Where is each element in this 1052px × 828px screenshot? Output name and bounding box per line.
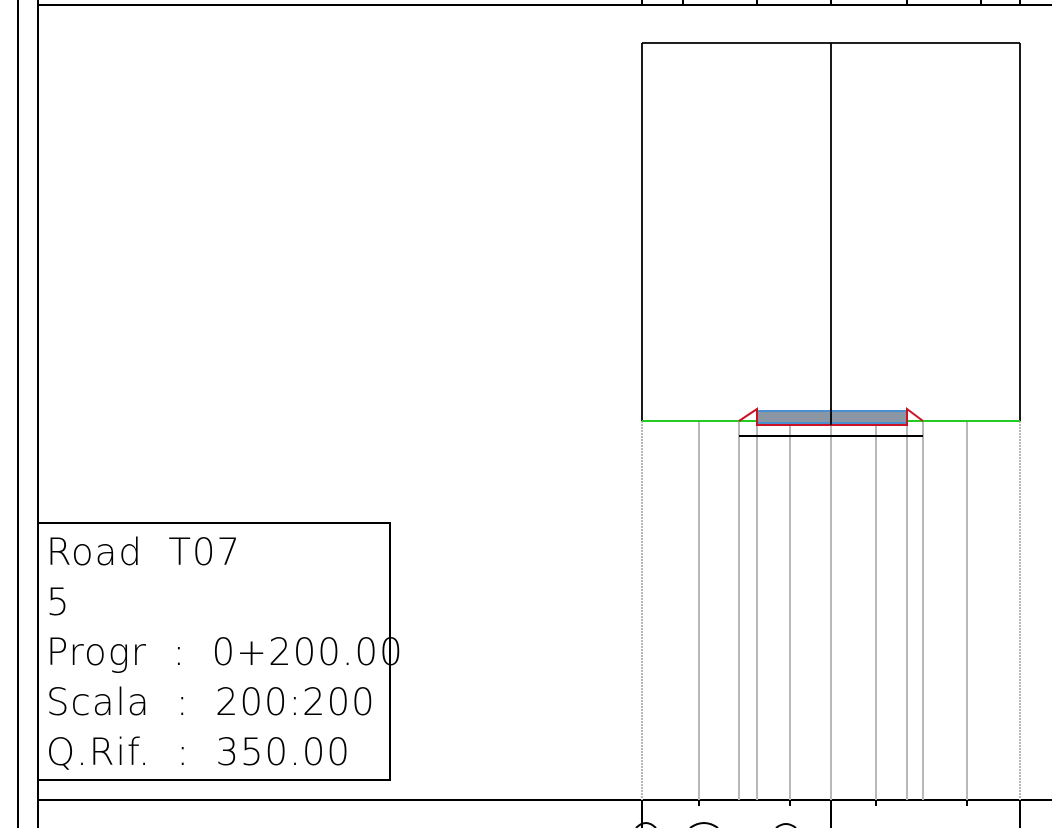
section-number-text: 5 xyxy=(46,581,71,624)
bottom-glyph-fragments xyxy=(635,822,797,828)
progressive-text: Progr : 0+200.00 xyxy=(46,631,404,674)
top-data-strip xyxy=(641,0,1021,5)
reference-elevation-text: Q.Rif. : 350.00 xyxy=(46,731,351,774)
pavement-left xyxy=(756,410,832,424)
road-name-text: Road T07 xyxy=(46,531,241,574)
road-platform xyxy=(738,407,924,426)
pavement-right xyxy=(830,410,908,424)
cross-section-grid xyxy=(641,42,1021,421)
subgrade-outline xyxy=(738,407,924,426)
section-info-box: Road T07 5 Progr : 0+200.00 Scala : 200:… xyxy=(37,522,404,781)
station-lines xyxy=(641,421,1021,800)
scale-text: Scala : 200:200 xyxy=(46,681,376,724)
